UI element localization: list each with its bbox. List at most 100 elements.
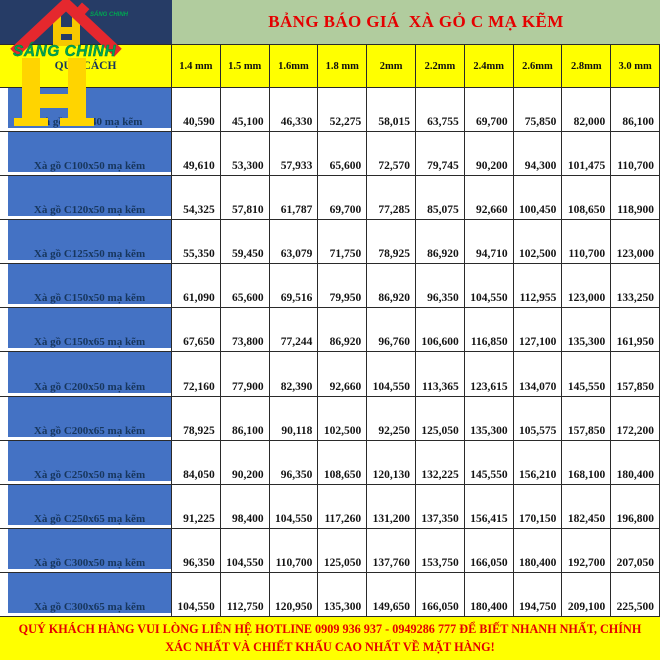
- price-cell: 96,350: [415, 264, 465, 309]
- price-cell: 90,118: [269, 396, 319, 441]
- price-cell: 161,950: [611, 308, 660, 353]
- price-cell: 61,090: [172, 264, 221, 309]
- price-cell: 120,130: [367, 440, 416, 485]
- row-label: Xà gồ C80x40 mạ kẽm: [0, 88, 172, 133]
- price-cell: 96,760: [367, 308, 416, 353]
- price-cell: 153,750: [415, 528, 465, 573]
- title-band: BẢNG BÁO GIÁ XÀ GỎ C MẠ KẼM: [172, 0, 660, 44]
- price-cell: 94,710: [464, 220, 514, 265]
- row-label: Xà gồ C150x65 mạ kẽm: [0, 308, 172, 353]
- price-cell: 192,700: [562, 528, 612, 573]
- price-cell: 149,650: [367, 572, 416, 617]
- price-cell: 207,050: [611, 528, 660, 573]
- price-cell: 77,285: [367, 176, 416, 221]
- price-cell: 180,400: [513, 528, 563, 573]
- row-label: Xà gồ C300x50 mạ kẽm: [0, 528, 172, 573]
- price-cell: 110,700: [562, 220, 612, 265]
- price-cell: 120,950: [269, 572, 319, 617]
- price-cell: 86,920: [415, 220, 465, 265]
- price-cell: 194,750: [513, 572, 563, 617]
- footer-note: QUÝ KHÁCH HÀNG VUI LÒNG LIÊN HỆ HOTLINE …: [18, 621, 642, 654]
- price-cell: 145,550: [562, 352, 612, 397]
- row-label: Xà gồ C300x65 mạ kẽm: [0, 572, 172, 617]
- price-cell: 69,700: [464, 88, 514, 133]
- price-cell: 78,925: [367, 220, 416, 265]
- price-cell: 61,787: [269, 176, 319, 221]
- row-label: Xà gồ C100x50 mạ kẽm: [0, 132, 172, 177]
- row-label: Xà gồ C250x65 mạ kẽm: [0, 484, 172, 529]
- price-cell: 52,275: [318, 88, 368, 133]
- price-cell: 132,225: [415, 440, 465, 485]
- page-title: BẢNG BÁO GIÁ XÀ GỎ C MẠ KẼM: [268, 12, 564, 31]
- thickness-header-3.0mm: 3.0 mm: [611, 44, 660, 88]
- price-cell: 86,920: [367, 264, 416, 309]
- price-cell: 104,550: [220, 528, 270, 573]
- price-cell: 108,650: [562, 176, 612, 221]
- price-cell: 131,200: [367, 484, 416, 529]
- thickness-header-2.2mm: 2.2mm: [415, 44, 465, 88]
- price-cell: 96,350: [172, 528, 221, 573]
- price-table: QUY CÁCH 1.4 mm 1.5 mm 1.6mm 1.8 mm 2mm 2.2mm 2…: [0, 44, 660, 617]
- price-cell: 101,475: [562, 132, 612, 177]
- price-cell: 106,600: [415, 308, 465, 353]
- price-cell: 86,920: [318, 308, 368, 353]
- price-cell: 112,955: [513, 264, 563, 309]
- price-cell: 92,660: [318, 352, 368, 397]
- price-cell: 55,350: [172, 220, 221, 265]
- price-cell: 54,325: [172, 176, 221, 221]
- price-cell: 156,415: [464, 484, 514, 529]
- row-label: Xà gồ C200x50 mạ kẽm: [0, 352, 172, 397]
- price-cell: 49,610: [172, 132, 221, 177]
- price-cell: 104,550: [367, 352, 416, 397]
- price-cell: 92,660: [464, 176, 514, 221]
- price-cell: 46,330: [269, 88, 319, 133]
- price-cell: 65,600: [318, 132, 368, 177]
- price-cell: 108,650: [318, 440, 368, 485]
- price-cell: 102,500: [513, 220, 563, 265]
- price-cell: 63,755: [415, 88, 465, 133]
- price-cell: 125,050: [318, 528, 368, 573]
- price-cell: 157,850: [611, 352, 660, 397]
- price-cell: 98,400: [220, 484, 270, 529]
- price-cell: 71,750: [318, 220, 368, 265]
- price-cell: 79,950: [318, 264, 368, 309]
- price-cell: 69,700: [318, 176, 368, 221]
- price-cell: 145,550: [464, 440, 514, 485]
- price-cell: 91,225: [172, 484, 221, 529]
- spec-column-header: QUY CÁCH: [0, 44, 172, 88]
- price-cell: 77,900: [220, 352, 270, 397]
- price-cell: 182,450: [562, 484, 612, 529]
- price-cell: 135,300: [318, 572, 368, 617]
- price-cell: 72,160: [172, 352, 221, 397]
- price-cell: 156,210: [513, 440, 563, 485]
- price-cell: 180,400: [464, 572, 514, 617]
- price-cell: 82,390: [269, 352, 319, 397]
- price-cell: 79,745: [415, 132, 465, 177]
- price-cell: 78,925: [172, 396, 221, 441]
- row-label: Xà gồ C200x65 mạ kẽm: [0, 396, 172, 441]
- price-cell: 65,600: [220, 264, 270, 309]
- price-cell: 57,933: [269, 132, 319, 177]
- price-cell: 102,500: [318, 396, 368, 441]
- thickness-header-1.4mm: 1.4 mm: [172, 44, 221, 88]
- price-cell: 86,100: [220, 396, 270, 441]
- price-cell: 123,000: [611, 220, 660, 265]
- price-cell: 72,570: [367, 132, 416, 177]
- price-cell: 110,700: [611, 132, 660, 177]
- logo-background: [0, 0, 172, 44]
- price-cell: 134,070: [513, 352, 563, 397]
- price-cell: 63,079: [269, 220, 319, 265]
- price-cell: 125,050: [415, 396, 465, 441]
- price-cell: 172,200: [611, 396, 660, 441]
- price-cell: 168,100: [562, 440, 612, 485]
- price-cell: 75,850: [513, 88, 563, 133]
- row-label: Xà gồ C125x50 mạ kẽm: [0, 220, 172, 265]
- price-cell: 96,350: [269, 440, 319, 485]
- price-cell: 157,850: [562, 396, 612, 441]
- thickness-header-1.8mm: 1.8 mm: [318, 44, 368, 88]
- price-cell: 123,000: [562, 264, 612, 309]
- row-label: Xà gồ C120x50 mạ kẽm: [0, 176, 172, 221]
- price-cell: 104,550: [464, 264, 514, 309]
- thickness-header-2.8mm: 2.8mm: [562, 44, 612, 88]
